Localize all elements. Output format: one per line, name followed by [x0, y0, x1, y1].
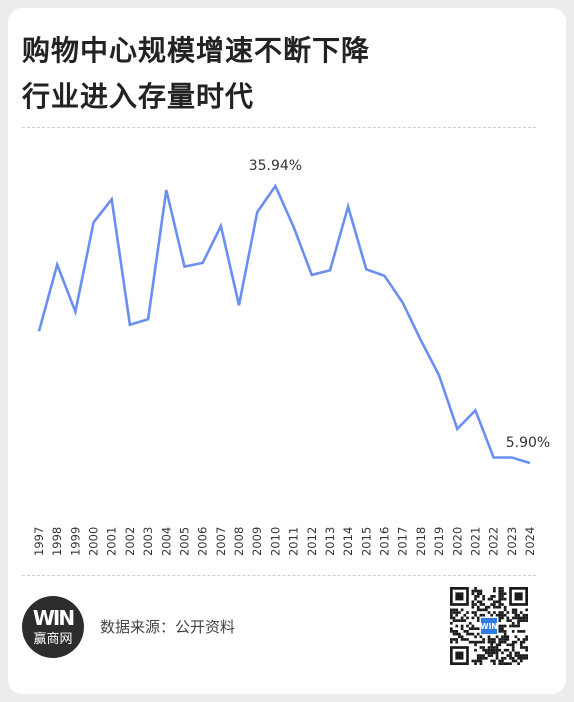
x-tick-2012: 2012 [305, 527, 319, 556]
x-tick-2010: 2010 [268, 527, 282, 556]
x-tick-2007: 2007 [214, 527, 228, 556]
x-tick-2021: 2021 [468, 527, 482, 556]
x-tick-2011: 2011 [287, 527, 301, 556]
qr-code[interactable]: WIN [450, 587, 528, 665]
x-tick-2020: 2020 [450, 527, 464, 556]
x-tick-1999: 1999 [68, 527, 82, 556]
logo-mark: WIN [32, 606, 75, 630]
card [8, 8, 566, 694]
data-source: 数据来源：公开资料 [100, 618, 236, 636]
x-tick-2018: 2018 [414, 527, 428, 556]
page-title: 购物中心规模增速不断下降 行业进入存量时代 [22, 28, 370, 120]
x-tick-2002: 2002 [123, 527, 137, 556]
x-tick-2017: 2017 [396, 527, 410, 556]
qr-badge [480, 617, 498, 635]
x-tick-2006: 2006 [196, 527, 210, 556]
x-tick-2004: 2004 [159, 527, 173, 556]
data-label-2010: 35.94% [249, 158, 302, 174]
x-tick-2024: 2024 [523, 527, 537, 556]
x-tick-1997: 1997 [32, 527, 46, 556]
x-tick-2003: 2003 [141, 527, 155, 556]
x-tick-2001: 2001 [105, 527, 119, 556]
winshang-logo: WIN 赢商网 [22, 596, 84, 658]
series-line [37, 183, 531, 465]
logo-text: 赢商网 [33, 632, 73, 647]
x-tick-2016: 2016 [378, 527, 392, 556]
title-line-1: 购物中心规模增速不断下降 [22, 34, 371, 67]
x-tick-2000: 2000 [87, 527, 101, 556]
x-tick-2009: 2009 [250, 527, 264, 556]
bottom-divider [22, 575, 536, 576]
x-tick-2014: 2014 [341, 527, 355, 556]
x-tick-2019: 2019 [432, 527, 446, 556]
x-tick-2015: 2015 [359, 527, 373, 556]
x-tick-2008: 2008 [232, 527, 246, 556]
top-divider [22, 127, 536, 128]
x-tick-1998: 1998 [50, 527, 64, 556]
title-line-2: 行业进入存量时代 [22, 80, 255, 113]
x-tick-2023: 2023 [505, 527, 519, 556]
data-label-2024: 5.90% [506, 435, 550, 451]
x-tick-2005: 2005 [177, 527, 191, 556]
x-tick-2013: 2013 [323, 527, 337, 556]
qr-badge-text: WIN [480, 622, 497, 631]
x-tick-2022: 2022 [487, 527, 501, 556]
